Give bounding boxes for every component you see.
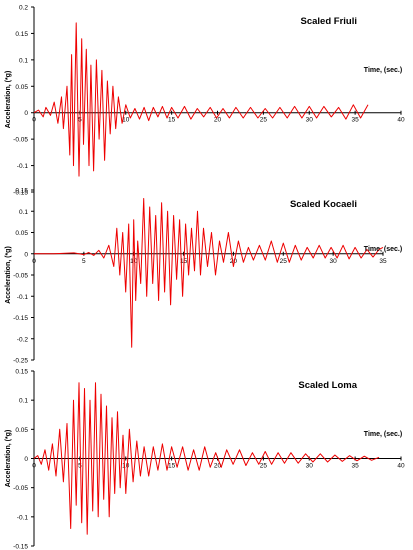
y-tick-label: 0.05 bbox=[15, 230, 28, 237]
y-tick-label: -0.25 bbox=[13, 358, 28, 365]
y-tick-label: 0.1 bbox=[19, 209, 28, 216]
x-axis-label: Time, (sec.) bbox=[364, 67, 402, 74]
x-tick-label: 10 bbox=[122, 117, 130, 124]
x-tick-label: 35 bbox=[352, 117, 360, 124]
y-tick-label: 0.05 bbox=[15, 427, 28, 434]
x-tick-label: 35 bbox=[379, 258, 387, 265]
chart-title: Scaled Friuli bbox=[301, 16, 358, 27]
y-tick-label: -0.05 bbox=[13, 485, 28, 492]
y-tick-label: -0.15 bbox=[13, 544, 28, 550]
x-tick-label: 0 bbox=[32, 463, 36, 470]
y-tick-label: 0 bbox=[24, 456, 28, 463]
y-axis-label: Acceleration, (*g) bbox=[5, 71, 12, 129]
y-tick-label: -0.1 bbox=[17, 514, 29, 521]
x-tick-label: 0 bbox=[32, 258, 36, 265]
x-tick-label: 25 bbox=[260, 117, 268, 124]
y-tick-label: -0.1 bbox=[17, 163, 29, 170]
y-tick-label: 0.1 bbox=[19, 57, 28, 64]
y-tick-label: -0.05 bbox=[13, 273, 28, 280]
x-tick-label: 5 bbox=[78, 463, 82, 470]
y-tick-label: -0.2 bbox=[17, 336, 29, 343]
x-tick-label: 20 bbox=[214, 117, 222, 124]
chart-title: Scaled Kocaeli bbox=[290, 199, 357, 210]
x-tick-label: 30 bbox=[306, 463, 314, 470]
y-tick-label: -0.15 bbox=[13, 315, 28, 322]
y-tick-label: 0.05 bbox=[15, 84, 28, 91]
y-tick-label: -0.05 bbox=[13, 137, 28, 144]
series-line-1 bbox=[33, 22, 369, 177]
y-tick-label: 0.15 bbox=[15, 188, 28, 195]
y-tick-label: 0.15 bbox=[15, 369, 28, 376]
y-axis-label: Acceleration, (*g) bbox=[5, 430, 12, 488]
x-tick-label: 25 bbox=[260, 463, 268, 470]
x-tick-label: 15 bbox=[168, 463, 176, 470]
y-tick-label: 0.2 bbox=[19, 5, 28, 12]
y-tick-label: 0 bbox=[24, 251, 28, 258]
y-tick-label: -0.15 bbox=[13, 190, 28, 197]
y-tick-label: 0.15 bbox=[15, 31, 28, 38]
x-tick-label: 35 bbox=[352, 463, 360, 470]
x-tick-label: 10 bbox=[122, 463, 130, 470]
chart-panel-3: -0.15 -0.1 -0.05 0 0.05 0.1 0.15 0 5 10 15 20 25 30 35… bbox=[5, 369, 405, 550]
y-axis-label: Acceleration, (*g) bbox=[5, 246, 12, 304]
x-tick-label: 10 bbox=[130, 258, 138, 265]
x-axis-label: Time, (sec.) bbox=[364, 246, 402, 253]
y-tick-label: -0.1 bbox=[17, 294, 29, 301]
x-tick-label: 30 bbox=[330, 258, 338, 265]
x-tick-label: 20 bbox=[214, 463, 222, 470]
series-line-1 bbox=[34, 198, 384, 348]
y-tick-label: 0 bbox=[24, 110, 28, 117]
series-line-1 bbox=[33, 382, 380, 535]
x-axis-label: Time, (sec.) bbox=[364, 431, 402, 438]
x-tick-label: 15 bbox=[168, 117, 176, 124]
x-tick-label: 25 bbox=[280, 258, 288, 265]
x-tick-label: 20 bbox=[230, 258, 238, 265]
y-tick-label: 0.1 bbox=[19, 398, 28, 405]
chart-title: Scaled Loma bbox=[298, 380, 357, 391]
x-tick-label: 0 bbox=[32, 117, 36, 124]
x-tick-label: 40 bbox=[397, 117, 405, 124]
x-tick-label: 5 bbox=[82, 258, 86, 265]
x-tick-label: 40 bbox=[397, 463, 405, 470]
x-tick-label: 30 bbox=[306, 117, 314, 124]
